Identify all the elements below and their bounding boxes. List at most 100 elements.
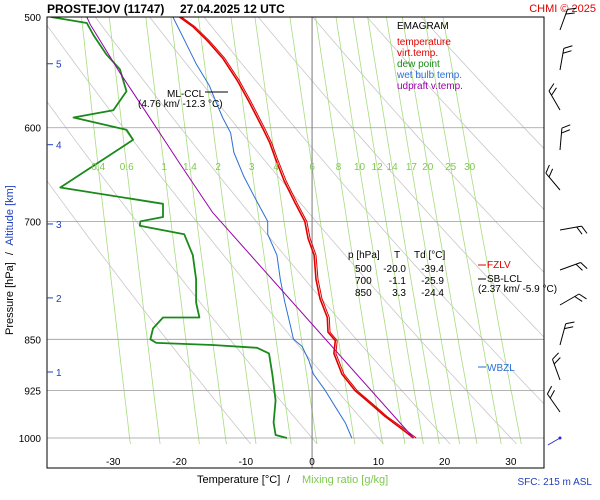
wind-barb-staff [559,293,580,306]
wind-barb-icon [546,385,561,413]
temperature-tick-label: -10 [239,457,254,468]
ml-ccl-detail: (4.76 km/ -12.3 °C) [138,99,223,110]
wind-barb-flag [576,226,583,235]
dry-adiabat [94,17,451,445]
table-cell: 500 [355,264,372,275]
wind-barb-icon [559,321,575,346]
table-cell: -25.9 [421,276,444,287]
wind-barb-flag [581,225,588,234]
dry-adiabat [420,17,544,150]
table-cell: -1.1 [389,276,407,287]
wind-barb-station [558,436,562,440]
series-layer [50,17,417,439]
station-title: PROSTEJOV (11747) [47,2,164,16]
pressure-tick-label: 925 [24,387,41,398]
wind-barb-staff [559,128,563,151]
pressure-tick-label: 500 [24,13,41,24]
altitude-tick-label: 1 [56,368,62,379]
altitude-tick-label: 5 [56,60,62,71]
legend-entry: dew point [397,59,440,70]
mixing-ratio-line [170,17,227,445]
mixing-ratio-label: 3 [249,162,255,173]
temperature-tick-label: 30 [505,457,517,468]
wbzl-label: WBZL [487,363,515,374]
mixing-ratio-label: 12 [372,162,384,173]
wind-barb-staff [545,172,561,191]
mixing-ratio-line [81,17,131,445]
mixing-ratio-line [254,17,318,445]
wind-barb-staff [548,90,561,111]
wind-barb-flag [549,389,555,399]
y-axis-label: Pressure [hPa] / Altitude [km] [4,185,16,335]
mixing-ratio-label: 8 [336,162,342,173]
wind-barb-icon [559,293,587,306]
temperature-tick-label: -30 [106,457,121,468]
wind-barb-icon [547,436,562,446]
mixing-ratio-line [197,17,257,445]
wind-barb-staff [559,48,565,71]
legend-title: EMAGRAM [397,21,449,32]
mixing-ratio-label: 1.4 [183,162,197,173]
sfc-label: SFC: 215 m ASL [518,477,593,488]
wind-barb-flag [563,45,573,49]
series-virt-temp [181,17,417,439]
mixing-ratio-line [289,17,356,445]
wind-barb-flag [546,385,553,395]
ml-ccl-label: ML-CCL [167,89,205,100]
mixing-ratio-label: 14 [387,162,399,173]
mixing-ratio-line [367,17,440,445]
sb-lcl-detail: (2.37 km/ -5.9 °C) [478,284,557,295]
pressure-tick-label: 850 [24,335,41,346]
temperature-tick-label: 0 [309,457,315,468]
x-axis-label-temperature: Temperature [°C] [197,474,280,486]
table-cell: 3.3 [392,288,406,299]
plot-area [47,17,544,468]
wind-barb-flag [575,263,583,271]
mixing-ratio-label: 1 [161,162,167,173]
dry-adiabat [47,101,318,445]
temperature-tick-label: 20 [439,457,451,468]
wind-barb-flag [548,168,554,178]
x-axis-label-mixing: Mixing ratio [g/kg] [302,474,388,486]
wind-barb-flag [562,50,572,54]
mixing-ratio-label: 0.4 [91,162,105,173]
altitude-tick-label: 4 [56,141,62,152]
sounding-table: p [hPa] T Td [°C] 500 -20.0 -39.4 700 -1… [348,250,445,299]
wind-barb-staff [546,393,561,413]
wind-barb-staff [559,323,567,346]
mixing-ratio-line [315,17,384,445]
dry-adiabat [257,17,544,338]
plot-frame [46,16,545,469]
fzlv-label: FZLV [487,260,511,271]
legend-entry: virt.temp. [397,48,438,59]
wind-barb-staff [559,225,582,231]
wind-barb-flag [552,352,559,360]
table-cell: -20.0 [383,264,406,275]
wind-barb-flag [578,293,587,300]
dry-adiabat [47,24,384,445]
series-udpraft-v-temp [86,17,414,439]
mixing-ratio-line [145,17,200,445]
table-cell: -24.4 [421,288,444,299]
series-wet-bulb-temp [172,17,353,439]
mixing-ratio-line [230,17,292,445]
temperature-tick-label: 10 [373,457,385,468]
wind-barb-icon [559,7,577,31]
wind-barb-icon [545,164,561,191]
temperature-tick-label: -20 [172,457,187,468]
wind-barbs [545,7,588,446]
wind-barb-staff [559,9,568,31]
mixing-ratio-label: 2 [215,162,221,173]
mixing-ratio-line [385,17,461,445]
wind-barb-staff [559,262,581,271]
mixing-ratio-label: 0.6 [120,162,134,173]
mixing-ratio-label: 30 [464,162,476,173]
wind-barb-staff [552,359,561,381]
table-cell: 700 [355,276,372,287]
y-axis-label-altitude: Altitude [km] [4,185,16,246]
dry-adiabat [203,17,544,405]
table-cell: 850 [355,288,372,299]
credit-text: CHMI © 2025 [529,3,596,15]
